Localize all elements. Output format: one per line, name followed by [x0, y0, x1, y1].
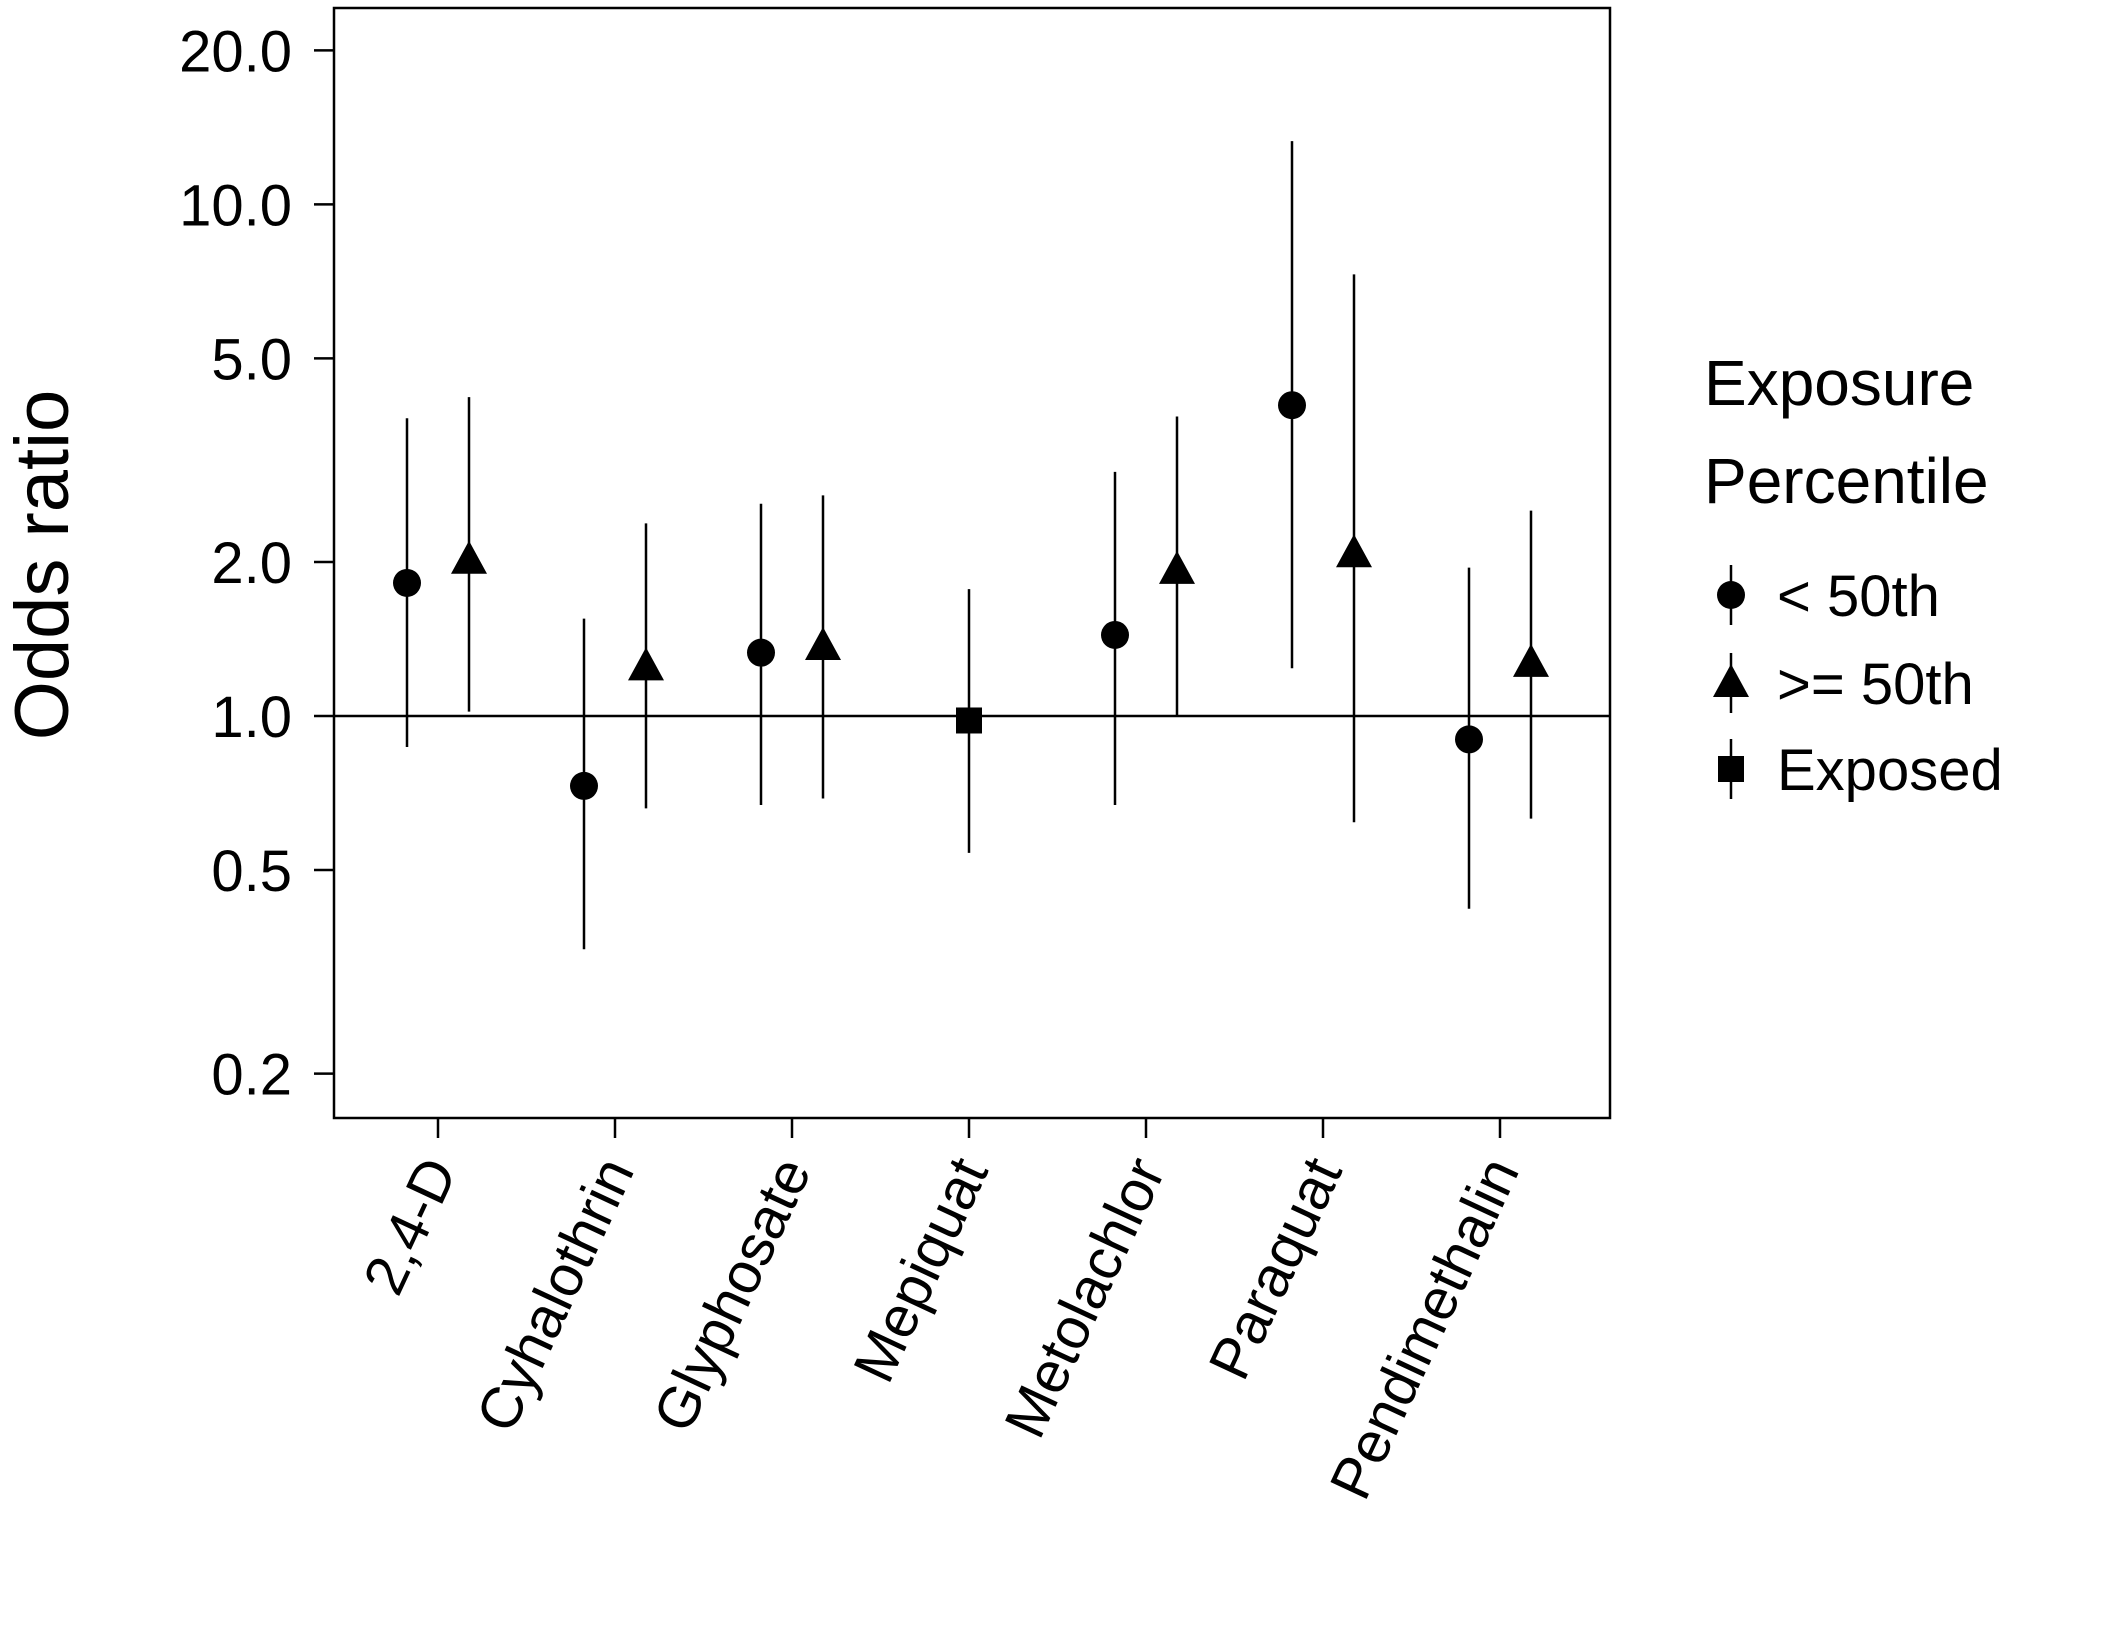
- point-circle: [393, 568, 421, 597]
- point-circle: [1455, 725, 1483, 754]
- x-tick-label: Glyphosate: [641, 1148, 824, 1441]
- y-tick-label: 0.2: [211, 1043, 292, 1108]
- legend-entries: < 50th >= 50th Exposed: [1713, 564, 2003, 803]
- y-tick-label: 10.0: [179, 173, 292, 238]
- legend-label: >= 50th: [1777, 652, 1974, 717]
- point-triangle: [1159, 550, 1195, 584]
- legend-marker-circle: [1717, 581, 1745, 609]
- y-tick-label: 5.0: [211, 327, 292, 392]
- point-triangle: [1513, 643, 1549, 677]
- point-triangle: [628, 647, 664, 681]
- legend-label: Exposed: [1777, 738, 2003, 803]
- point-triangle: [451, 540, 487, 574]
- point-circle: [1101, 620, 1129, 649]
- plot-area: [332, 6, 1612, 1120]
- y-axis-label: Odds ratio: [0, 390, 85, 741]
- y-tick-label: 2.0: [211, 531, 292, 596]
- point-triangle: [1336, 534, 1372, 568]
- legend: Exposure Percentile < 50th >= 50th Exposed: [1704, 347, 2003, 803]
- x-tick-label: Metolachlor: [992, 1148, 1178, 1447]
- point-circle: [1278, 391, 1306, 420]
- x-tick-label: 2,4-D: [351, 1148, 470, 1304]
- legend-title-line-2: Percentile: [1704, 445, 1989, 517]
- legend-marker-square: [1718, 756, 1744, 782]
- legend-marker-triangle: [1713, 664, 1749, 697]
- legend-title-line-1: Exposure: [1704, 347, 1974, 419]
- plot-frame: [332, 6, 1612, 1120]
- x-tick-label: Mepiquat: [841, 1148, 1001, 1392]
- point-square: [956, 707, 982, 734]
- y-tick-label: 1.0: [211, 685, 292, 750]
- x-tick-label: Pendimethalin: [1318, 1148, 1532, 1509]
- point-circle: [570, 771, 598, 800]
- y-axis: 0.2 0.5 1.0 2.0 5.0 10.0 20.0: [179, 19, 334, 1108]
- legend-label: < 50th: [1777, 564, 1940, 629]
- x-tick-label: Cyhalothrin: [464, 1148, 647, 1441]
- point-circle: [747, 638, 775, 667]
- x-tick-label: Paraquat: [1196, 1148, 1354, 1389]
- data-marks: [393, 141, 1549, 950]
- y-tick-label: 0.5: [211, 839, 292, 904]
- point-triangle: [805, 627, 841, 661]
- y-tick-label: 20.0: [179, 19, 292, 84]
